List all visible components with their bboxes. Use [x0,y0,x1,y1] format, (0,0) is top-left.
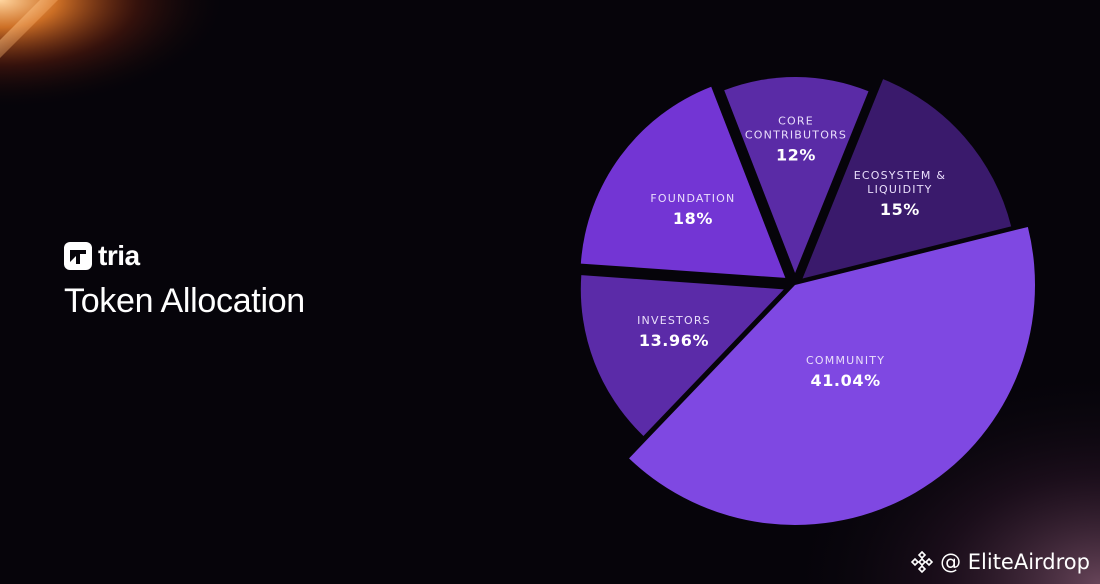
slice-value-foundation: 18% [673,209,713,228]
pie-slice-investors [580,275,784,436]
slice-value-community: 41.04% [810,371,880,390]
watermark: @ EliteAirdrop [910,550,1090,574]
slice-label-investors: INVESTORS [637,314,711,327]
slice-label-foundation: FOUNDATION [650,192,735,205]
brand-name: tria [98,240,140,271]
brand: tria [64,240,140,272]
slice-value-investors: 13.96% [639,331,709,350]
slice-value-ecosystem-liquidity: 15% [880,200,920,219]
page-title: Token Allocation [64,282,305,320]
pie-slice-core-contributors [724,77,869,274]
slice-label-core-contributors: CORE [778,115,814,128]
tria-logo-icon [64,242,92,270]
slice-value-core-contributors: 12% [776,146,816,165]
slice-label-ecosystem-liquidity: LIQUIDITY [867,183,932,196]
slice-label-community: COMMUNITY [806,354,885,367]
slice-label-ecosystem-liquidity: ECOSYSTEM & [854,169,946,182]
watermark-text: @ EliteAirdrop [940,550,1090,574]
pie-slice-foundation [580,86,786,278]
pie-slice-ecosystem-liquidity [802,79,1012,279]
slice-label-core-contributors: CONTRIBUTORS [745,129,847,142]
binance-diamond-icon [910,550,934,574]
pie-slice-community [629,226,1035,526]
